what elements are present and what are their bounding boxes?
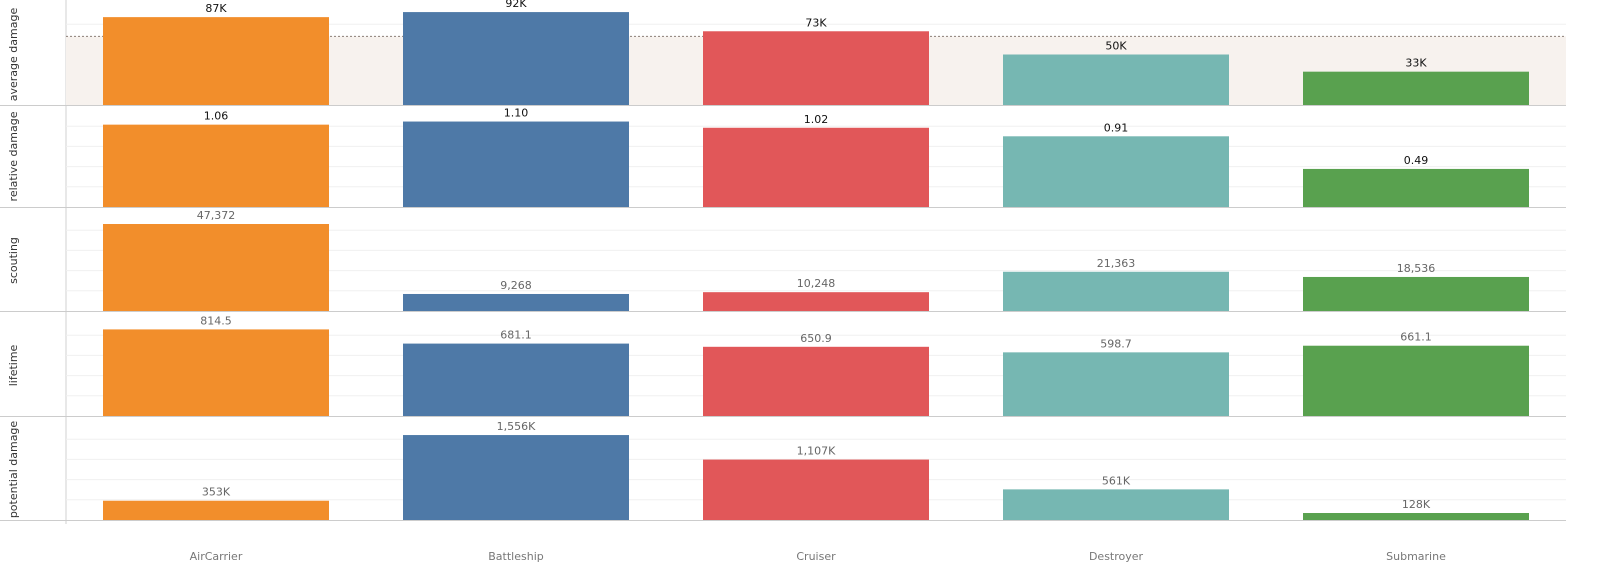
lifetime-bar-destroyer [1003,352,1229,416]
category-tick-label: Submarine [1386,550,1446,563]
average-damage-bar-destroyer [1003,54,1229,105]
average-damage-data-label: 33K [1405,57,1427,70]
category-tick-label: AirCarrier [190,550,243,563]
relative-damage-data-label: 1.06 [204,110,229,123]
scouting-bar-battleship [403,293,629,311]
scouting-data-label: 9,268 [500,279,532,292]
category-tick-label: Cruiser [796,550,836,563]
relative-damage-data-label: 0.49 [1404,154,1429,167]
relative-damage-bar-submarine [1303,168,1529,207]
average-damage-bar-cruiser [703,31,929,105]
potential-damage-bar-battleship [403,435,629,520]
relative-damage-row-label: relative damage [7,111,20,201]
category-tick-label: Battleship [488,550,543,563]
potential-damage-data-label: 1,107K [797,445,836,458]
lifetime-data-label: 814.5 [200,314,232,327]
relative-damage-bar-cruiser [703,127,929,207]
average-damage-data-label: 87K [205,2,227,15]
relative-damage-bar-battleship [403,121,629,207]
average-damage-data-label: 92K [505,0,527,10]
average-damage-bar-aircarrier [103,17,329,106]
scouting-bar-cruiser [703,292,929,311]
relative-damage-data-label: 1.10 [504,107,529,120]
scouting-data-label: 21,363 [1097,257,1136,270]
scouting-data-label: 47,372 [197,209,236,222]
potential-damage-bar-aircarrier [103,500,329,520]
relative-damage-data-label: 0.91 [1104,121,1129,134]
potential-damage-data-label: 1,556K [497,420,536,433]
scouting-bar-aircarrier [103,224,329,311]
lifetime-data-label: 661.1 [1400,331,1432,344]
potential-damage-bar-destroyer [1003,489,1229,520]
lifetime-data-label: 681.1 [500,329,532,342]
relative-damage-data-label: 1.02 [804,113,829,126]
potential-damage-data-label: 353K [202,486,231,499]
average-damage-data-label: 50K [1105,40,1127,53]
scouting-data-label: 10,248 [797,277,836,290]
potential-damage-bar-cruiser [703,459,929,520]
lifetime-bar-cruiser [703,346,929,416]
scouting-row-label: scouting [7,237,20,284]
potential-damage-row-label: potential damage [7,421,20,519]
lifetime-bar-submarine [1303,345,1529,416]
lifetime-bar-battleship [403,343,629,416]
average-damage-data-label: 73K [805,16,827,29]
category-tick-label: Destroyer [1089,550,1144,563]
scouting-data-label: 18,536 [1397,262,1436,275]
relative-damage-bar-aircarrier [103,124,329,207]
potential-damage-bar-submarine [1303,513,1529,520]
lifetime-data-label: 650.9 [800,332,832,345]
relative-damage-bar-destroyer [1003,136,1229,207]
average-damage-bar-battleship [403,12,629,105]
scouting-bar-submarine [1303,276,1529,311]
potential-damage-data-label: 128K [1402,498,1431,511]
scouting-bar-destroyer [1003,271,1229,311]
average-damage-bar-submarine [1303,71,1529,105]
lifetime-data-label: 598.7 [1100,337,1132,350]
lifetime-row-label: lifetime [7,344,20,386]
lifetime-bar-aircarrier [103,329,329,416]
potential-damage-data-label: 561K [1102,474,1131,487]
average-damage-row-label: average damage [7,8,20,102]
